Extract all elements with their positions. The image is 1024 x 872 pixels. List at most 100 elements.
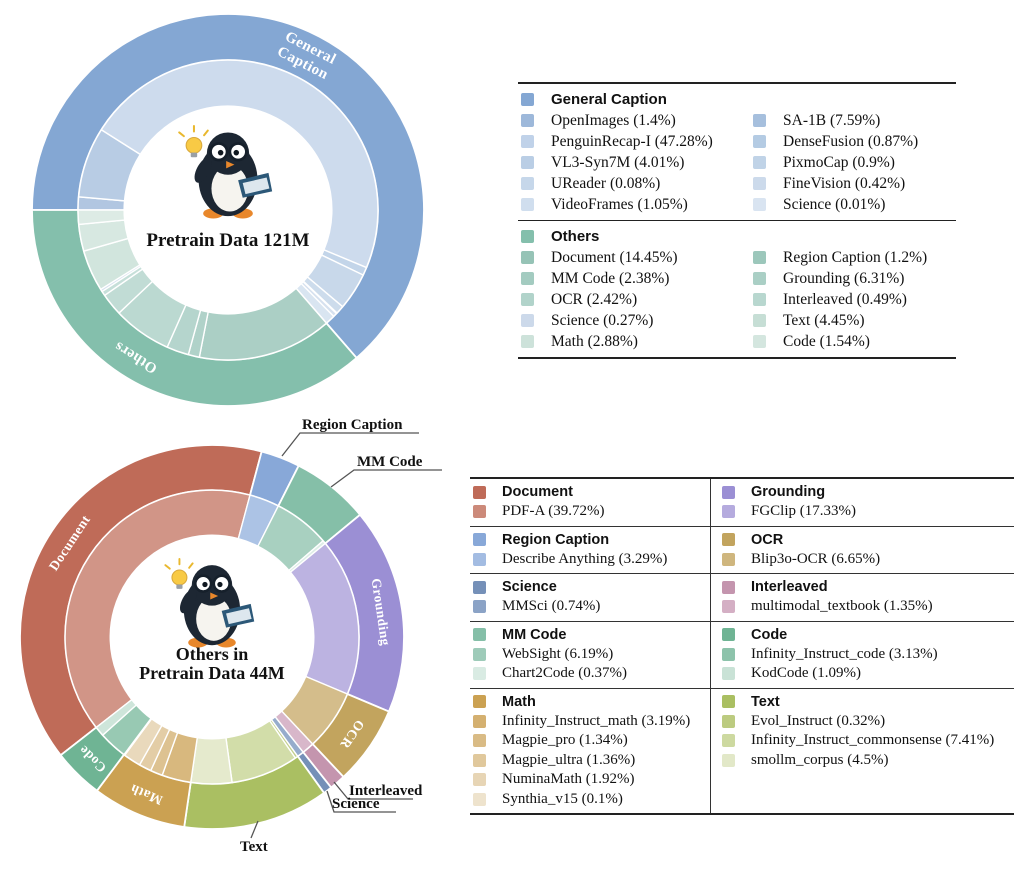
lightbulb-icon <box>171 569 188 586</box>
legend-header-label: Region Caption <box>502 531 610 548</box>
legend-item-label: Magpie_pro (1.34%) <box>502 732 628 749</box>
legend-item: Interleaved (0.49%) <box>750 289 956 310</box>
legend-swatch <box>753 156 766 169</box>
legend-swatch <box>722 505 735 519</box>
legend-swatch <box>722 600 735 614</box>
legend-item: Chart2Code (0.37%) <box>470 664 710 684</box>
penguin-mascot <box>178 124 273 219</box>
lightbulb-icon <box>185 136 203 154</box>
callout-label-Text: Text <box>240 839 268 855</box>
legend-swatch <box>473 734 486 748</box>
legend-item-label: Region Caption (1.2%) <box>783 248 928 266</box>
legend-item-label: DenseFusion (0.87%) <box>783 132 919 150</box>
legend-swatch <box>473 552 486 566</box>
legend-header: Science <box>470 577 710 597</box>
legend-item: PixmoCap (0.9%) <box>750 152 956 173</box>
legend-cell-MM-Code: MM Code WebSight (6.19%) Chart2Code (0.37%… <box>470 622 710 688</box>
legend-item-label: MM Code (2.38%) <box>551 269 670 287</box>
legend-swatch <box>521 135 534 148</box>
legend-item: Magpie_pro (1.34%) <box>470 731 710 751</box>
legend-item: FGClip (17.33%) <box>719 502 1014 522</box>
legend-item-label: OCR (2.42%) <box>551 290 638 308</box>
callout-line-Science <box>326 790 396 813</box>
legend-item-label: Document (14.45%) <box>551 248 678 266</box>
legend-swatch <box>473 695 486 708</box>
legend-item: Science (0.01%) <box>750 194 956 215</box>
legend-swatch <box>753 177 766 190</box>
callout-line-Interleaved <box>333 781 413 800</box>
legend-header-label: Grounding <box>751 484 826 500</box>
legend-cell-Text: Text Evol_Instruct (0.32%) Infinity_Instru… <box>710 688 1014 813</box>
legend-header: Code <box>719 625 1014 645</box>
legend-row: Math Infinity_Instruct_math (3.19%) Magpie… <box>470 687 1014 813</box>
legend-swatch <box>473 580 486 594</box>
legend-item: Infinity_Instruct_code (3.13%) <box>719 645 1014 665</box>
legend-item: DenseFusion (0.87%) <box>750 131 956 152</box>
legend-swatch <box>521 293 534 306</box>
dataset-slice-Code <box>77 209 126 226</box>
legend-item-label: UReader (0.08%) <box>551 174 661 192</box>
legend-item: Text (4.45%) <box>750 310 956 331</box>
legend-item: Describe Anything (3.29%) <box>470 550 710 570</box>
legend-item-label: Infinity_Instruct_code (3.13%) <box>751 645 938 662</box>
legend-row: Document PDF-A (39.72%) Grounding FGClip (1… <box>470 479 1014 526</box>
legend-header-label: Code <box>751 626 788 643</box>
legend-item-label: FineVision (0.42%) <box>783 174 906 192</box>
center-title: Pretrain Data 121M <box>146 230 309 251</box>
legend-item-label: NuminaMath (1.92%) <box>502 771 635 788</box>
legend-header: General Caption <box>518 88 956 110</box>
legend-item-label: Code (1.54%) <box>783 332 870 350</box>
legend-item: FineVision (0.42%) <box>750 173 956 194</box>
legend-item: Grounding (6.31%) <box>750 268 956 289</box>
legend-swatch <box>521 92 534 106</box>
legend-item: Infinity_Instruct_commonsense (7.41%) <box>719 731 1014 751</box>
legend-swatch <box>521 198 534 211</box>
legend-item: Science (0.27%) <box>518 310 750 331</box>
legend-header-label: Interleaved <box>751 579 828 595</box>
legend-swatch <box>521 314 534 327</box>
legend-item-label: Math (2.88%) <box>551 332 638 350</box>
legend-item: PenguinRecap-I (47.28%) <box>518 131 750 152</box>
others-legend: Document PDF-A (39.72%) Grounding FGClip (1… <box>470 477 1014 815</box>
legend-swatch <box>521 114 534 127</box>
legend-item-label: VideoFrames (1.05%) <box>551 195 688 213</box>
legend-item: multimodal_textbook (1.35%) <box>719 597 1014 617</box>
legend-item-label: smollm_corpus (4.5%) <box>751 751 889 768</box>
callout-label-Region-Caption: Region Caption <box>302 417 403 433</box>
legend-header-label: OCR <box>751 531 784 548</box>
legend-item: OpenImages (1.4%) <box>518 110 750 131</box>
legend-swatch <box>521 335 534 348</box>
legend-header-label: Others <box>551 227 600 245</box>
legend-item: PDF-A (39.72%) <box>470 502 710 522</box>
legend-column: Region Caption (1.2%) Grounding (6.31%) In… <box>750 247 956 352</box>
legend-swatch <box>473 667 486 681</box>
legend-swatch <box>473 600 486 614</box>
legend-item-label: VL3-Syn7M (4.01%) <box>551 153 685 171</box>
legend-swatch <box>753 251 766 264</box>
sparkle-icon <box>164 558 194 570</box>
legend-header-label: Math <box>502 693 536 710</box>
legend-swatch <box>521 156 534 169</box>
legend-item-label: FGClip (17.33%) <box>751 503 856 520</box>
legend-swatch <box>753 198 766 211</box>
legend-header: Grounding <box>719 482 1014 502</box>
legend-item-label: Grounding (6.31%) <box>783 269 905 287</box>
legend-cell-Code: Code Infinity_Instruct_code (3.13%) KodCod… <box>710 621 1014 688</box>
legend-swatch <box>722 552 735 566</box>
legend-header: Interleaved <box>719 577 1014 597</box>
legend-cell-Grounding: Grounding FGClip (17.33%) <box>710 479 1014 526</box>
center-title: Pretrain Data 44M <box>139 663 285 683</box>
legend-swatch <box>722 628 735 641</box>
legend-item: WebSight (6.19%) <box>470 645 710 665</box>
legend-swatch <box>521 272 534 285</box>
dataset-slice-KodCode <box>95 698 138 737</box>
others-pretrain-chart: Document Region Caption MM Code Grounding OC… <box>0 407 460 867</box>
legend-swatch <box>722 714 735 728</box>
legend-swatch <box>753 314 766 327</box>
legend-header: Document <box>470 482 710 502</box>
legend-item: smollm_corpus (4.5%) <box>719 751 1014 771</box>
legend-swatch <box>473 505 486 519</box>
pretrain-legend: General Caption OpenImages (1.4%) PenguinR… <box>518 82 956 359</box>
